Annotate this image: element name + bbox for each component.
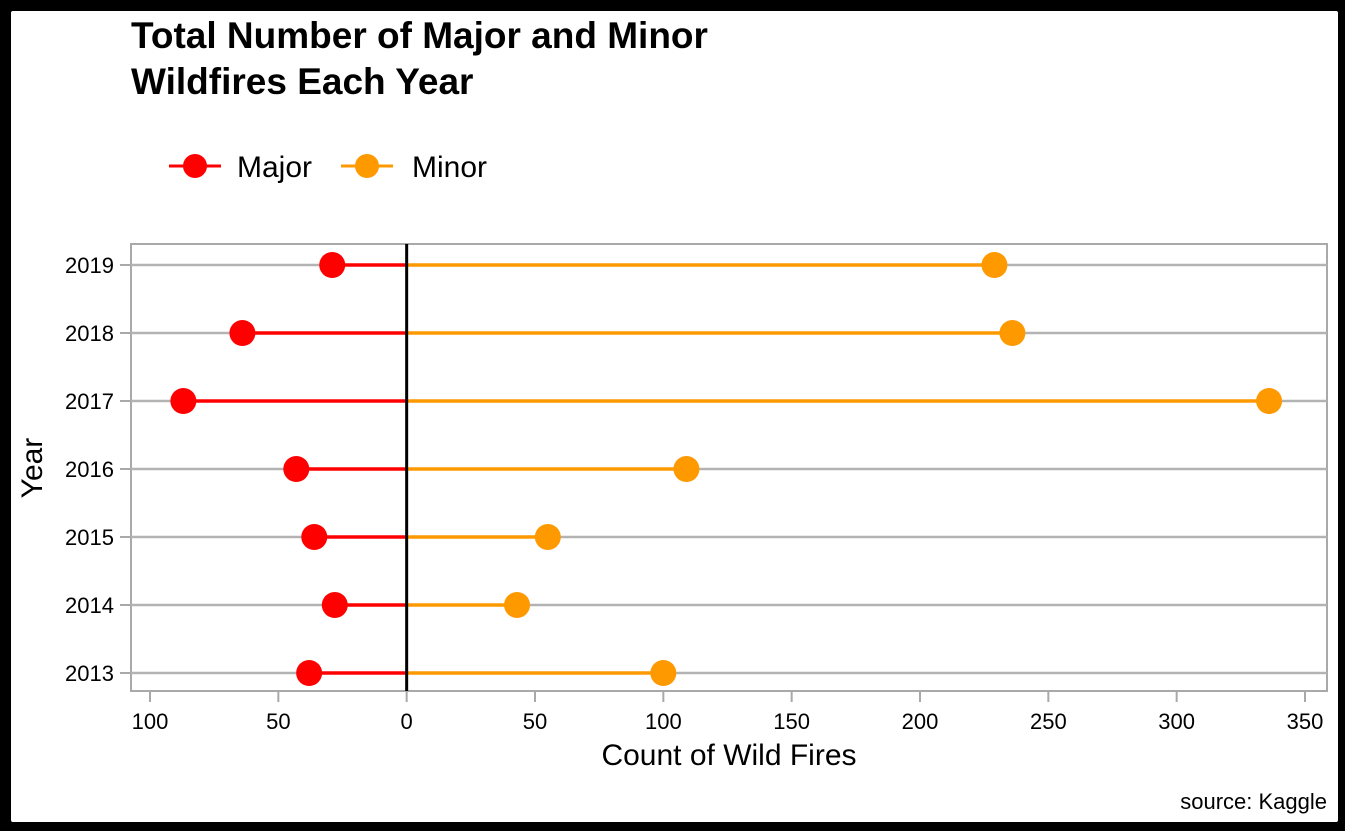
dumbbell-segments (183, 263, 1270, 675)
y-tick-label-2015: 2015 (65, 525, 114, 550)
x-tick-label-150: 150 (773, 709, 810, 734)
chart-title-line-2: Wildfires Each Year (131, 61, 473, 102)
point-minor-2018 (999, 320, 1026, 346)
legend-minor-label: Minor (412, 151, 487, 184)
point-major-2017 (170, 388, 197, 414)
x-tick-label-350: 350 (1287, 709, 1324, 734)
plot-panel (130, 243, 1328, 692)
point-major-2019 (319, 252, 346, 278)
point-minor-2013 (650, 660, 677, 686)
x-tick-label-100: 100 (645, 709, 682, 734)
point-major-2014 (321, 592, 348, 618)
y-tick-label-2016: 2016 (65, 457, 114, 482)
point-minor-2015 (534, 524, 561, 550)
x-tick-label--50: 50 (266, 709, 290, 734)
dumbbell-markers (170, 252, 1283, 686)
x-tick-label-200: 200 (902, 709, 939, 734)
legend-major-marker (183, 154, 207, 178)
x-tick-label-50: 50 (523, 709, 547, 734)
y-tick-label-2019: 2019 (65, 253, 114, 278)
y-tick-label-2017: 2017 (65, 389, 114, 414)
point-major-2013 (296, 660, 323, 686)
point-minor-2019 (981, 252, 1008, 278)
x-tick-label-300: 300 (1158, 709, 1195, 734)
y-axis: 2013 2014 2015 2016 2017 2018 2019 (65, 253, 131, 686)
y-tick-label-2018: 2018 (65, 321, 114, 346)
point-major-2015 (301, 524, 328, 550)
y-tick-label-2014: 2014 (65, 593, 114, 618)
source-caption: source: Kaggle (1180, 789, 1327, 814)
x-tick-label-250: 250 (1030, 709, 1067, 734)
x-axis-label: Count of Wild Fires (601, 739, 856, 772)
x-tick-label--100: 100 (132, 709, 169, 734)
point-major-2016 (283, 456, 310, 482)
point-minor-2016 (673, 456, 700, 482)
legend: Major Minor (169, 151, 487, 184)
x-axis: 100 50 0 50 100 150 200 250 300 350 (132, 691, 1324, 734)
point-major-2018 (229, 320, 256, 346)
chart-background (11, 11, 1338, 822)
x-tick-label-0: 0 (401, 709, 413, 734)
chart-title-line-1: Total Number of Major and Minor (131, 15, 708, 56)
legend-major-label: Major (237, 151, 312, 184)
point-minor-2014 (504, 592, 531, 618)
point-minor-2017 (1256, 388, 1283, 414)
legend-minor-marker (355, 154, 379, 178)
y-tick-label-2013: 2013 (65, 661, 114, 686)
y-axis-label: Year (16, 438, 49, 499)
